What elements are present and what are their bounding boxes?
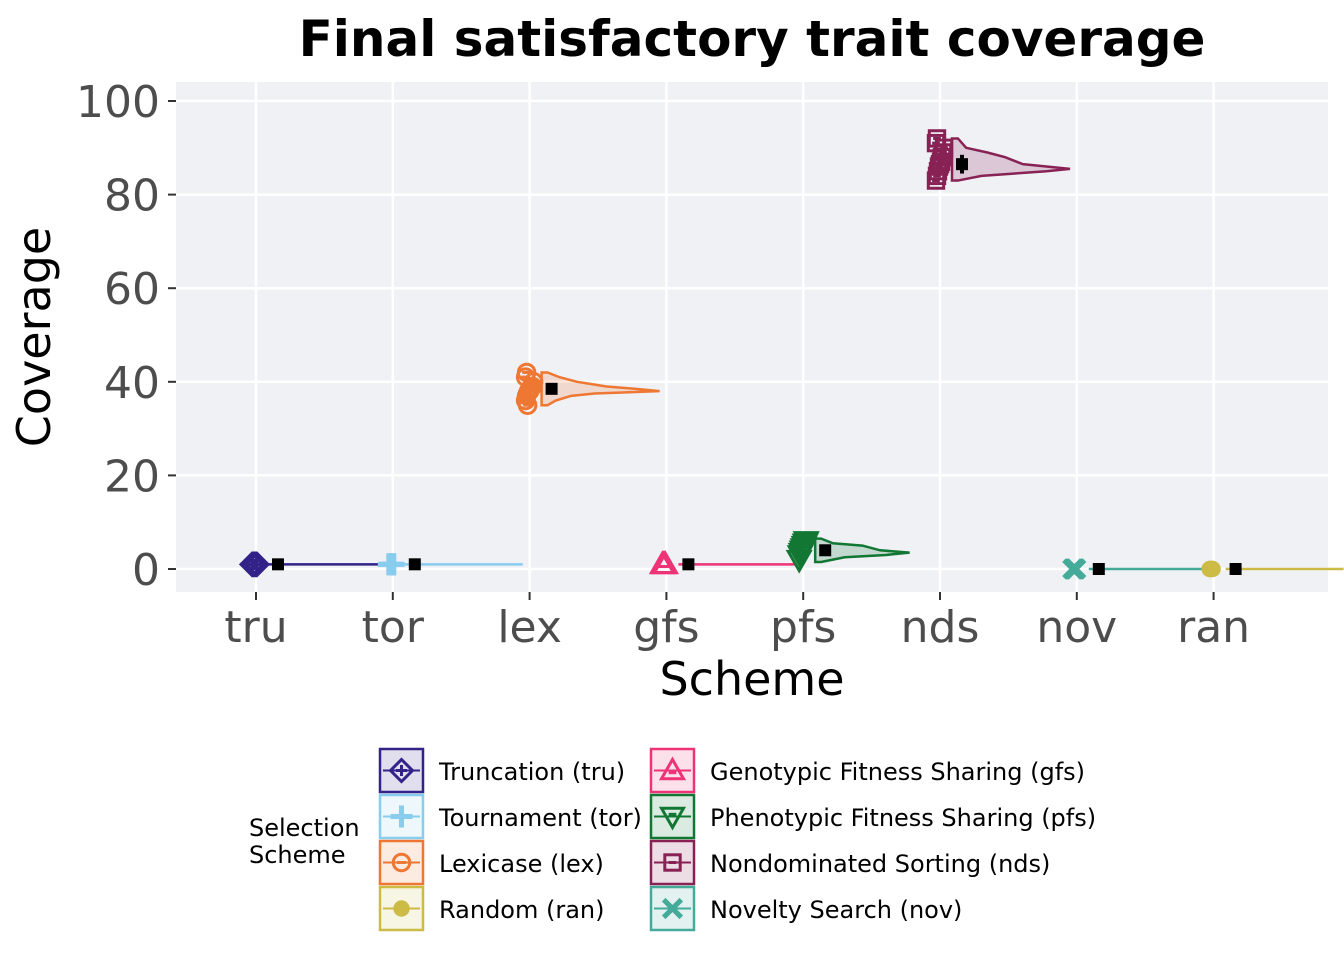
- point-pfs: [792, 531, 820, 555]
- legend-label-lex: Lexicase (lex): [439, 850, 604, 878]
- legend-label-nov: Novelty Search (nov): [710, 896, 962, 924]
- x-tick-label: gfs: [633, 602, 699, 653]
- legend-label-pfs: Phenotypic Fitness Sharing (pfs): [710, 804, 1096, 832]
- chart-title: Final satisfactory trait coverage: [299, 10, 1206, 68]
- violin-pfs: [813, 537, 910, 564]
- point-lex: [517, 395, 538, 415]
- legend-marker-nds: [663, 853, 682, 872]
- legend-title-line-2: Scheme: [249, 841, 346, 869]
- legend-marker-gfs: [658, 756, 687, 781]
- point-gfs: [651, 550, 679, 575]
- mean-gfs: [682, 558, 695, 571]
- plot-panel: [176, 82, 1328, 592]
- y-tick-label: 60: [104, 264, 160, 315]
- x-tick-label: nds: [901, 602, 980, 653]
- legend-marker-pfs: [658, 806, 687, 831]
- mean-tru: [272, 558, 284, 571]
- series-nds: [926, 129, 1071, 190]
- legend-item-nds: Nondominated Sorting (nds): [649, 839, 1050, 886]
- legend-label-gfs: Genotypic Fitness Sharing (gfs): [710, 758, 1085, 786]
- mean-pfs: [819, 544, 832, 557]
- legend-marker-tor: [390, 805, 413, 828]
- series-tor: [377, 553, 523, 576]
- legend-item-lex: Lexicase (lex): [378, 839, 604, 886]
- x-tick-label: tor: [362, 602, 425, 653]
- x-tick-label: pfs: [770, 602, 836, 653]
- point-lex: [516, 362, 537, 383]
- legend-marker-tru: [388, 757, 415, 784]
- legend-label-nds: Nondominated Sorting (nds): [710, 850, 1050, 878]
- x-tick-label: tru: [224, 602, 287, 653]
- mean-tor: [408, 558, 421, 571]
- legend-label-tor: Tournament (tor): [438, 804, 642, 832]
- legend-item-pfs: Phenotypic Fitness Sharing (pfs): [649, 793, 1096, 840]
- y-tick-label: 40: [104, 358, 160, 409]
- series-gfs: [648, 550, 797, 575]
- point-tru: [243, 551, 271, 578]
- point-nov: [1065, 558, 1087, 580]
- point-nds: [927, 129, 947, 148]
- legend-label-ran: Random (ran): [439, 896, 605, 924]
- point-ran: [1204, 560, 1221, 578]
- mean-ran: [1229, 563, 1242, 575]
- legend-item-nov: Novelty Search (nov): [649, 885, 962, 932]
- series-layer: [238, 129, 1344, 580]
- legend: Selection Scheme Truncation (tru) Genotyp…: [249, 747, 1096, 932]
- legend-item-ran: Random (ran): [378, 885, 605, 932]
- y-tick-label: 20: [104, 451, 160, 502]
- x-tick-label: lex: [497, 602, 562, 653]
- y-tick-label: 100: [76, 77, 160, 128]
- legend-marker-lex: [391, 852, 412, 873]
- legend-item-tru: Truncation (tru): [378, 747, 625, 794]
- x-tick-label: ran: [1177, 602, 1250, 653]
- series-tru: [238, 551, 386, 578]
- y-tick-label: 0: [132, 545, 160, 596]
- violin-lex: [540, 371, 660, 407]
- legend-title-line-1: Selection: [249, 814, 360, 842]
- series-lex: [515, 362, 660, 415]
- series-pfs: [785, 531, 910, 574]
- x-tick-label: nov: [1036, 602, 1117, 653]
- axes: 0 20 40 60 80 100 tru tor lex gfs pfs nds nov ran: [76, 77, 1250, 653]
- legend-marker-nov: [661, 897, 684, 920]
- x-axis-title: Scheme: [659, 652, 844, 706]
- y-axis-title: Coverage: [7, 227, 61, 447]
- legend-marker-ran: [393, 900, 410, 917]
- mean-nov: [1092, 563, 1105, 575]
- mean-lex: [545, 382, 558, 395]
- violin-nds: [950, 137, 1071, 182]
- series-ran: [1201, 560, 1344, 578]
- legend-item-tor: Tournament (tor): [378, 793, 642, 840]
- y-tick-label: 80: [104, 171, 160, 222]
- legend-item-gfs: Genotypic Fitness Sharing (gfs): [649, 747, 1085, 794]
- series-nov: [1062, 558, 1207, 580]
- legend-label-tru: Truncation (tru): [438, 758, 625, 786]
- mean-nds: [956, 158, 968, 171]
- point-tor: [382, 553, 405, 576]
